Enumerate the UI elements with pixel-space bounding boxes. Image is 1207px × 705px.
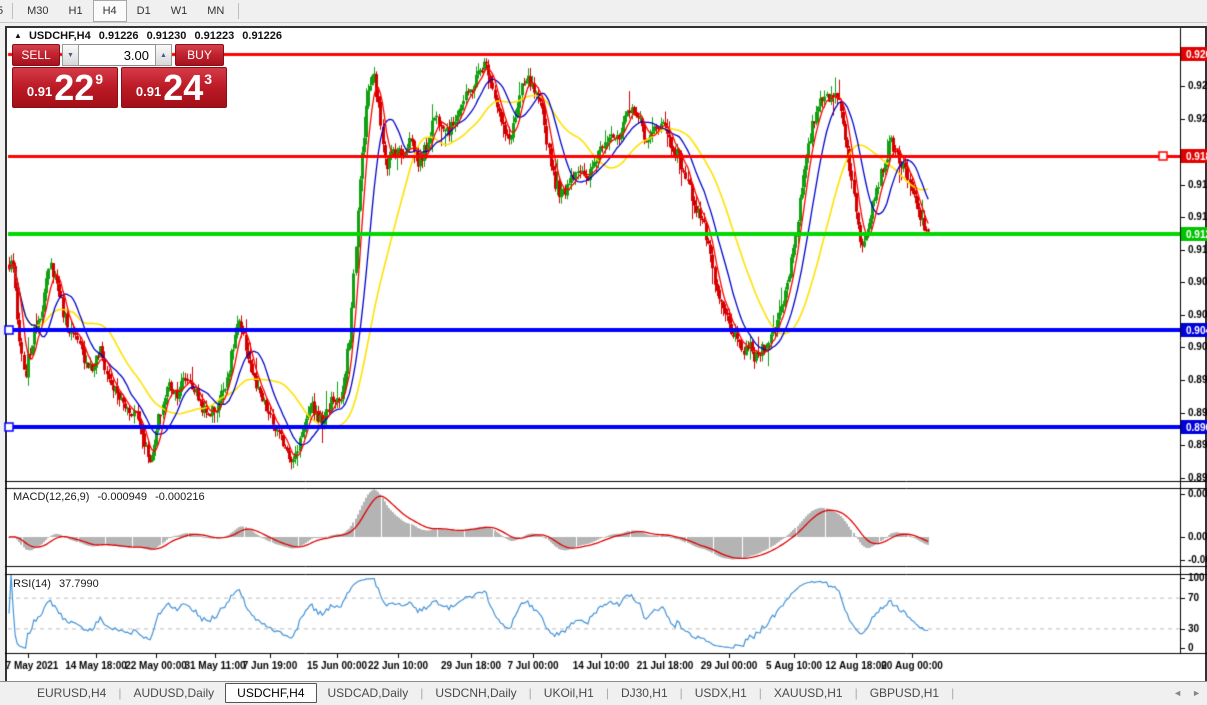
timeframe-button-w1[interactable]: W1 (170, 5, 188, 17)
tab-eurusd[interactable]: EURUSD,H4 (37, 685, 107, 700)
buy-button[interactable]: BUY (175, 44, 224, 66)
ohlc-close: 0.91226 (242, 30, 283, 42)
tab-separator: | (118, 685, 122, 700)
arrow-down-icon: ▼ (67, 51, 74, 59)
macd-main-value: -0.000949 (97, 491, 148, 503)
tab-audusd[interactable]: AUDUSD,Daily (133, 685, 215, 700)
timeframe-button-m5[interactable]: 5 (0, 5, 4, 17)
chart-title: ▲ USDCHF,H4 0.91226 0.91230 0.91223 0.91… (14, 30, 282, 42)
toolbar-separator (238, 3, 240, 19)
tab-scroll-right-icon[interactable]: ► (1192, 688, 1201, 698)
tab-ukoil[interactable]: UKOil,H1 (543, 685, 594, 700)
sell-price-prefix: 0.91 (26, 84, 53, 99)
tab-scroll-arrows: ◄ ► (1173, 682, 1201, 704)
buy-price-prefix: 0.91 (135, 84, 162, 99)
timeframe-toolbar: 5 M30 H1 H4 D1 W1 MN (0, 0, 1207, 23)
tab-separator: | (679, 685, 683, 700)
arrow-up-icon: ▲ (160, 51, 167, 59)
tab-separator: | (420, 685, 424, 700)
macd-name: MACD(12,26,9) (13, 491, 90, 503)
volume-increase-button[interactable]: ▲ (155, 44, 172, 66)
buy-price-display[interactable]: 0.91 24 3 (121, 67, 227, 108)
tab-separator: | (528, 685, 532, 700)
tab-usdx[interactable]: USDX,H1 (694, 685, 747, 700)
timeframe-button-h4[interactable]: H4 (92, 0, 127, 22)
symbol-tabbar: EURUSD,H4 | AUDUSD,Daily USDCHF,H4 USDCAD… (0, 681, 1207, 703)
tab-separator: | (758, 685, 762, 700)
buy-price-pip: 3 (204, 71, 213, 87)
tab-usdchf[interactable]: USDCHF,H4 (225, 682, 317, 703)
tab-gbpusd[interactable]: GBPUSD,H1 (869, 685, 940, 700)
tab-dj30[interactable]: DJ30,H1 (620, 685, 668, 700)
chart-symbol-label: USDCHF,H4 (28, 30, 91, 42)
volume-decrease-button[interactable]: ▼ (62, 44, 79, 66)
one-click-trading-panel: SELL ▼ ▲ BUY 0.91 22 9 0.91 24 3 (12, 44, 228, 108)
trade-controls-row: SELL ▼ ▲ BUY (12, 44, 228, 66)
tab-separator: | (605, 685, 609, 700)
timeframe-button-d1[interactable]: D1 (136, 5, 151, 17)
sell-price-pip: 9 (95, 71, 104, 87)
timeframe-button-mn[interactable]: MN (207, 5, 225, 17)
status-strip (0, 703, 1207, 705)
tab-separator: | (951, 685, 955, 700)
rsi-indicator-label: RSI(14) 37.7990 (13, 578, 99, 590)
tab-separator: | (854, 685, 858, 700)
tab-usdcnh[interactable]: USDCNH,Daily (435, 685, 517, 700)
rsi-name: RSI(14) (13, 578, 51, 590)
macd-indicator-label: MACD(12,26,9) -0.000949 -0.000216 (13, 491, 205, 503)
sell-button[interactable]: SELL (12, 44, 60, 66)
tab-usdcad[interactable]: USDCAD,Daily (327, 685, 409, 700)
volume-input[interactable] (79, 44, 155, 66)
tab-scroll-left-icon[interactable]: ◄ (1173, 688, 1183, 698)
collapse-triangle-icon[interactable]: ▲ (14, 31, 22, 40)
buy-price-main: 24 (163, 67, 204, 108)
ohlc-low: 0.91223 (194, 30, 235, 42)
ohlc-open: 0.91226 (98, 30, 139, 42)
trade-prices-row: 0.91 22 9 0.91 24 3 (12, 67, 228, 108)
ohlc-high: 0.91230 (146, 30, 187, 42)
rsi-value: 37.7990 (58, 578, 99, 590)
sell-price-main: 22 (54, 67, 95, 108)
sell-price-display[interactable]: 0.91 22 9 (12, 67, 118, 108)
timeframe-button-m30[interactable]: M30 (27, 5, 49, 17)
tab-xauusd[interactable]: XAUUSD,H1 (773, 685, 843, 700)
timeframe-button-h1[interactable]: H1 (68, 5, 83, 17)
toolbar-separator (12, 3, 14, 19)
macd-signal-value: -0.000216 (155, 491, 205, 503)
